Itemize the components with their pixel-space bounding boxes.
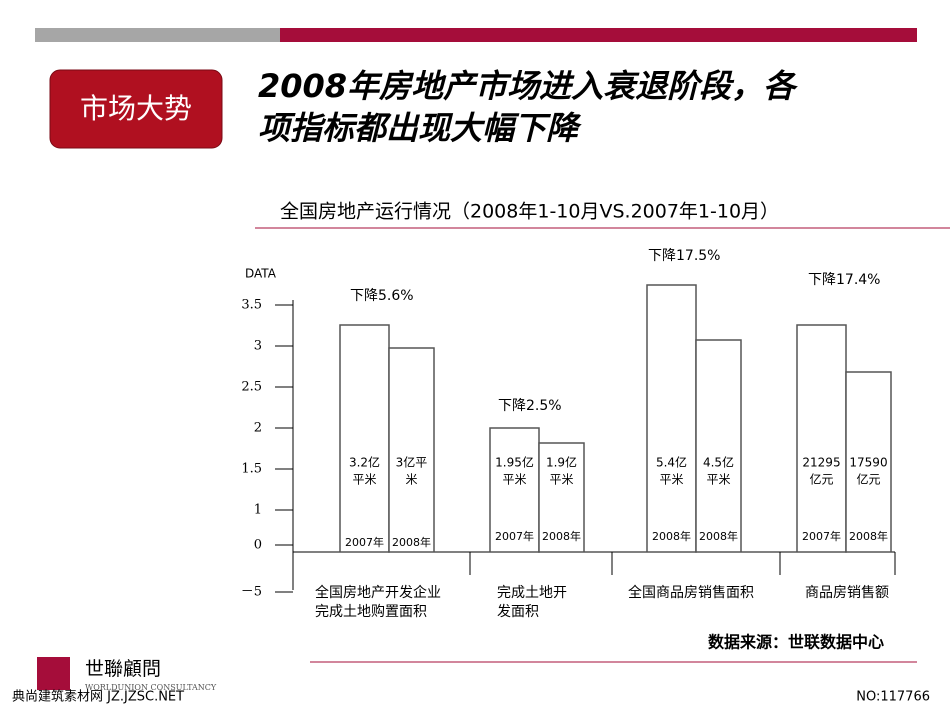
logo-name: 世聯顧問	[85, 658, 161, 680]
bar-label: 平米	[659, 473, 683, 487]
bar	[646, 284, 697, 553]
tag: 市场大势	[80, 92, 192, 125]
bar	[845, 371, 892, 553]
year-label: 2008年	[392, 535, 431, 549]
category-label: 完成土地开	[497, 585, 567, 601]
bar-label: 1.95亿	[495, 455, 534, 470]
top-bar-gray	[35, 28, 280, 42]
tick-label: 3.5	[241, 298, 262, 313]
footer-left: 典尚建筑素材网 JZ.JZSC.NET	[12, 689, 184, 705]
chart-title: 全国房地产运行情况（2008年1-10月VS.2007年1-10月）	[280, 201, 779, 223]
tick-label: 0	[254, 538, 262, 553]
bar-label: 平米	[502, 473, 526, 487]
year-label: 2007年	[495, 529, 534, 543]
bar-label: 4.5亿	[703, 455, 734, 470]
logo-mark	[37, 657, 70, 690]
bar-label: 17590	[849, 456, 887, 470]
bar	[339, 324, 390, 553]
axis-label: DATA	[245, 267, 277, 281]
change-label: 下降5.6%	[350, 288, 414, 304]
title-line: 项指标都出现大幅下降	[258, 109, 582, 147]
bar	[796, 324, 847, 553]
tick-label: －5	[241, 585, 262, 600]
source: 数据来源：世联数据中心	[708, 633, 884, 652]
category-label: 商品房销售额	[805, 585, 889, 601]
change-label: 下降17.5%	[648, 248, 720, 264]
tick-label: 1	[254, 503, 262, 518]
bar-label: 5.4亿	[656, 455, 687, 470]
title-line: 2008年房地产市场进入衰退阶段，各	[258, 67, 798, 105]
bar-label: 3.2亿	[349, 455, 380, 470]
bar-label: 1.9亿	[546, 455, 577, 470]
bar	[695, 339, 742, 553]
change-label: 下降2.5%	[498, 398, 562, 414]
year-label: 2008年	[652, 529, 691, 543]
bar-label: 亿元	[809, 472, 833, 487]
bar-label: 3亿平	[396, 455, 428, 470]
year-label: 2007年	[345, 535, 384, 549]
category-label: 发面积	[497, 604, 539, 620]
footer-right: NO:117766	[856, 690, 930, 705]
tick-label: 1.5	[241, 462, 262, 477]
bar-label: 21295	[802, 456, 840, 470]
change-label: 下降17.4%	[808, 272, 880, 288]
bar	[388, 347, 435, 553]
year-label: 2008年	[542, 529, 581, 543]
category-label: 全国商品房销售面积	[628, 584, 754, 601]
year-label: 2008年	[699, 529, 738, 543]
category-label: 全国房地产开发企业	[315, 584, 441, 601]
bar-label: 米	[405, 473, 417, 487]
bar-label: 平米	[352, 473, 376, 487]
bar-label: 平米	[706, 473, 730, 487]
year-label: 2008年	[849, 529, 888, 543]
tick-label: 2.5	[241, 380, 262, 395]
bar-label: 亿元	[856, 472, 880, 487]
bar	[489, 427, 540, 553]
bar-label: 平米	[549, 473, 573, 487]
category-label: 完成土地购置面积	[315, 604, 427, 620]
bar	[538, 442, 585, 553]
logo-english: WORLDUNION CONSULTANCY	[85, 683, 217, 692]
tag-box	[49, 69, 223, 149]
tick-label: 3	[254, 339, 262, 354]
tick-label: 2	[254, 421, 262, 436]
year-label: 2007年	[802, 529, 841, 543]
top-bar-red	[280, 28, 917, 42]
